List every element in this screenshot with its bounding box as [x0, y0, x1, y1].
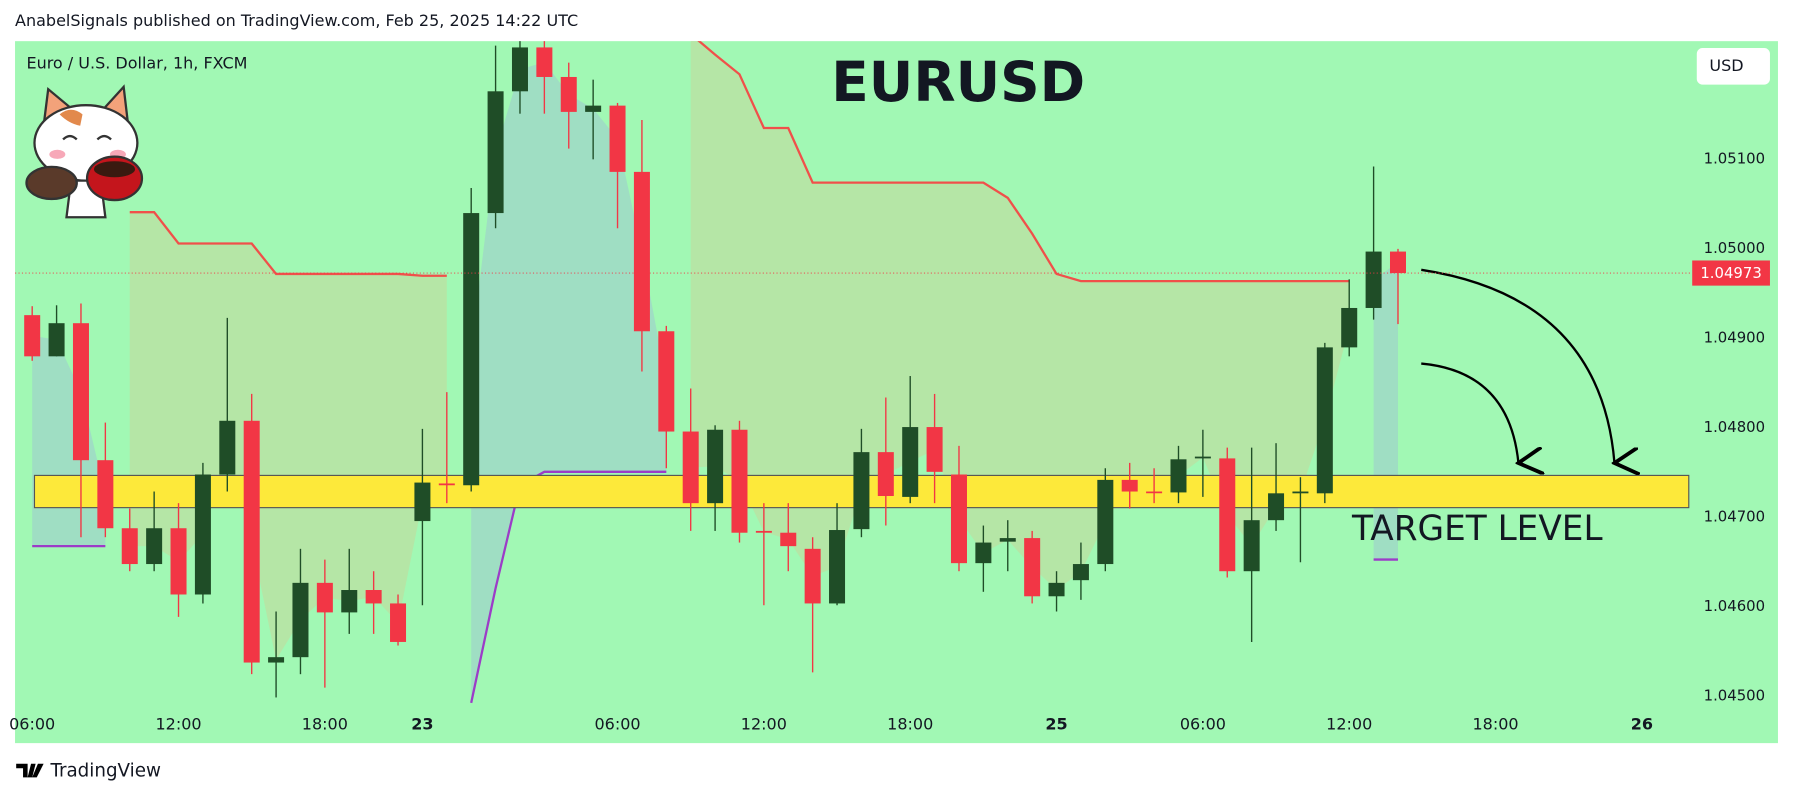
candle-body [365, 590, 382, 604]
y-tick-label: 1.04600 [1704, 597, 1765, 615]
candle-body [1292, 491, 1309, 494]
candle-body [658, 331, 675, 432]
byline: AnabelSignals published on TradingView.c… [15, 11, 578, 30]
brand: TradingView [49, 761, 161, 782]
chart-title: EURUSD [831, 50, 1085, 114]
currency[interactable]: USD [1709, 56, 1743, 75]
candle-body [243, 420, 260, 663]
candle-body [463, 213, 480, 486]
candle-body [731, 429, 748, 533]
x-tick-label: 26 [1631, 714, 1653, 733]
x-tick-label: 25 [1045, 714, 1067, 733]
candle-body [950, 474, 967, 564]
x-tick-label: 06:00 [594, 714, 640, 733]
candle-body [97, 460, 114, 529]
candle-body [1341, 307, 1358, 348]
candle-body [1365, 251, 1382, 308]
candle-body [780, 532, 797, 547]
brand-icon [16, 763, 44, 778]
candle-body [975, 542, 992, 564]
candle-body [877, 452, 894, 497]
candles [24, 41, 1406, 698]
candle-body [511, 47, 528, 92]
candle-body [438, 483, 455, 486]
candle-body [609, 105, 626, 172]
candle-body [194, 474, 211, 595]
candle-body [707, 429, 724, 504]
candle-body [853, 452, 870, 530]
candle-body [24, 315, 41, 357]
candle-body [1121, 479, 1138, 492]
x-tick-label: 06:00 [1180, 714, 1226, 733]
candle-body [1194, 456, 1211, 459]
candle-body [1316, 347, 1333, 494]
candle-body [682, 431, 699, 504]
trend-fill [129, 212, 447, 660]
x-tick-label: 06:00 [9, 714, 55, 733]
candle-body [560, 76, 577, 112]
y-tick-label: 1.04500 [1704, 687, 1765, 705]
y-tick-label: 1.04800 [1704, 418, 1765, 436]
candle-body [121, 528, 138, 565]
candle-body [219, 420, 236, 475]
candle-body [1024, 538, 1041, 597]
candle-body [585, 105, 602, 112]
candle-body [341, 590, 358, 613]
candle-body [755, 530, 772, 533]
trend-line [129, 211, 447, 277]
candle-body [829, 530, 846, 604]
candle-body [804, 548, 821, 604]
x-tick-label: 18:00 [887, 714, 933, 733]
candle-body [1146, 491, 1163, 494]
candle-body [1170, 459, 1187, 493]
candle-body [1219, 458, 1236, 572]
x-tick-label: 12:00 [1326, 714, 1372, 733]
candle-body [146, 528, 163, 565]
trend-line [470, 470, 667, 704]
candle-body [633, 171, 650, 332]
currency-button[interactable] [1696, 48, 1770, 85]
y-tick-label: 1.04700 [1704, 507, 1765, 525]
brand-logo [16, 759, 20, 782]
x-tick-label: 12:00 [741, 714, 787, 733]
x-tick-label: 12:00 [155, 714, 201, 733]
last-price-box [1692, 260, 1770, 286]
candle-body [390, 603, 407, 642]
candle-body [1097, 479, 1114, 565]
candle-body [1048, 582, 1065, 597]
candle-body [268, 657, 285, 663]
candle-body [999, 538, 1016, 542]
y-tick-label: 1.05000 [1704, 239, 1765, 257]
y-tick-label: 1.04900 [1704, 328, 1765, 346]
symbol: Euro / U.S. Dollar, 1h, FXCM [26, 54, 247, 73]
candle-body [926, 427, 943, 472]
candle-body [536, 47, 553, 77]
y-tick-label: 1.05100 [1704, 149, 1765, 167]
candle-body [72, 323, 89, 461]
candle-body [1268, 493, 1285, 521]
trend-line [697, 41, 1350, 283]
candle-body [48, 323, 65, 357]
candle-body [902, 427, 919, 497]
candle-body [170, 528, 187, 595]
last-price-label: 1.04973 [1700, 264, 1761, 282]
candle-body [1243, 520, 1260, 572]
cat-sticker [25, 84, 144, 219]
x-tick-label: 18:00 [302, 714, 348, 733]
zone-label: TARGET LEVEL [1351, 509, 1603, 549]
x-tick-label: 23 [411, 714, 433, 733]
candle-body [292, 582, 309, 658]
candle-body [487, 91, 504, 214]
candle-body [414, 482, 431, 522]
arrows [1421, 268, 1614, 463]
candle-body [1072, 564, 1089, 581]
x-tick-label: 18:00 [1472, 714, 1518, 733]
candle-body [1389, 251, 1406, 274]
candle-body [316, 582, 333, 613]
